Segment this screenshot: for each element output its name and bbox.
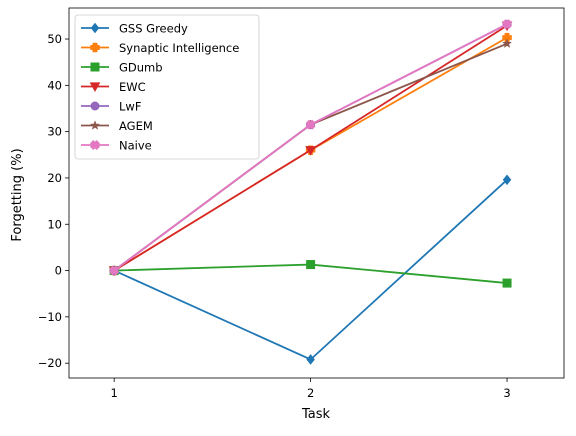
series-naive [109, 19, 513, 276]
data-point-naive [501, 19, 513, 30]
legend-label: GDumb [119, 61, 163, 75]
y-tick-label: 10 [47, 217, 62, 231]
y-tick-label: 0 [55, 264, 62, 278]
legend-box [74, 14, 260, 160]
legend-label: AGEM [119, 119, 153, 133]
legend: GSS Greedy Synaptic Intelligence GDumb EWC L… [74, 14, 260, 160]
legend-item-agem: AGEM [81, 119, 153, 133]
plot-area-border [68, 7, 565, 379]
data-point-naive [109, 265, 120, 276]
legend-marker [90, 22, 100, 34]
x-axis-label: Task [301, 407, 331, 422]
y-tick-label: 30 [47, 125, 62, 139]
y-axis-label: Forgetting (%) [10, 148, 25, 241]
x-tick-label: 2 [307, 386, 314, 400]
legend-marker [90, 62, 100, 72]
legend-item-synaptic-intelligence: Synaptic Intelligence [81, 41, 239, 55]
legend-item-lwf: LwF [81, 100, 141, 114]
y-tick-label: −10 [38, 310, 62, 324]
y-tick-label: 50 [47, 32, 62, 46]
data-point-agem [501, 38, 513, 48]
plot-frame [68, 7, 565, 379]
legend-item-gdumb: GDumb [81, 61, 163, 75]
legend-label: Naive [119, 139, 152, 153]
data-point-gdumb [306, 260, 316, 270]
x-axis: 1 2 3 [111, 378, 511, 400]
data-point-gss-greedy [306, 354, 315, 365]
y-tick-label: −20 [38, 356, 62, 370]
legend-label: GSS Greedy [119, 22, 188, 36]
data-point-gss-greedy [502, 174, 512, 186]
y-axis: −20 −10 0 10 20 30 40 50 [38, 32, 69, 370]
legend-item-ewc: EWC [81, 80, 146, 94]
legend-label: Synaptic Intelligence [119, 41, 239, 55]
x-tick-label: 3 [503, 386, 510, 400]
legend-marker [89, 82, 101, 93]
legend-marker [89, 120, 101, 130]
legend-item-naive: Naive [81, 139, 152, 153]
legend-label: LwF [119, 100, 141, 114]
data-point-naive [305, 119, 316, 130]
data-point-gdumb [502, 278, 512, 288]
y-tick-label: 40 [47, 78, 62, 92]
series-layer [108, 19, 513, 365]
legend-label: EWC [119, 80, 146, 94]
legend-item-gss-greedy: GSS Greedy [81, 22, 188, 36]
legend-marker [90, 101, 100, 111]
data-point-ewc [305, 146, 316, 156]
y-tick-label: 20 [47, 171, 62, 185]
legend-marker [89, 139, 101, 151]
x-tick-label: 1 [111, 386, 118, 400]
legend-marker [90, 42, 100, 53]
series-gdumb [109, 260, 512, 288]
